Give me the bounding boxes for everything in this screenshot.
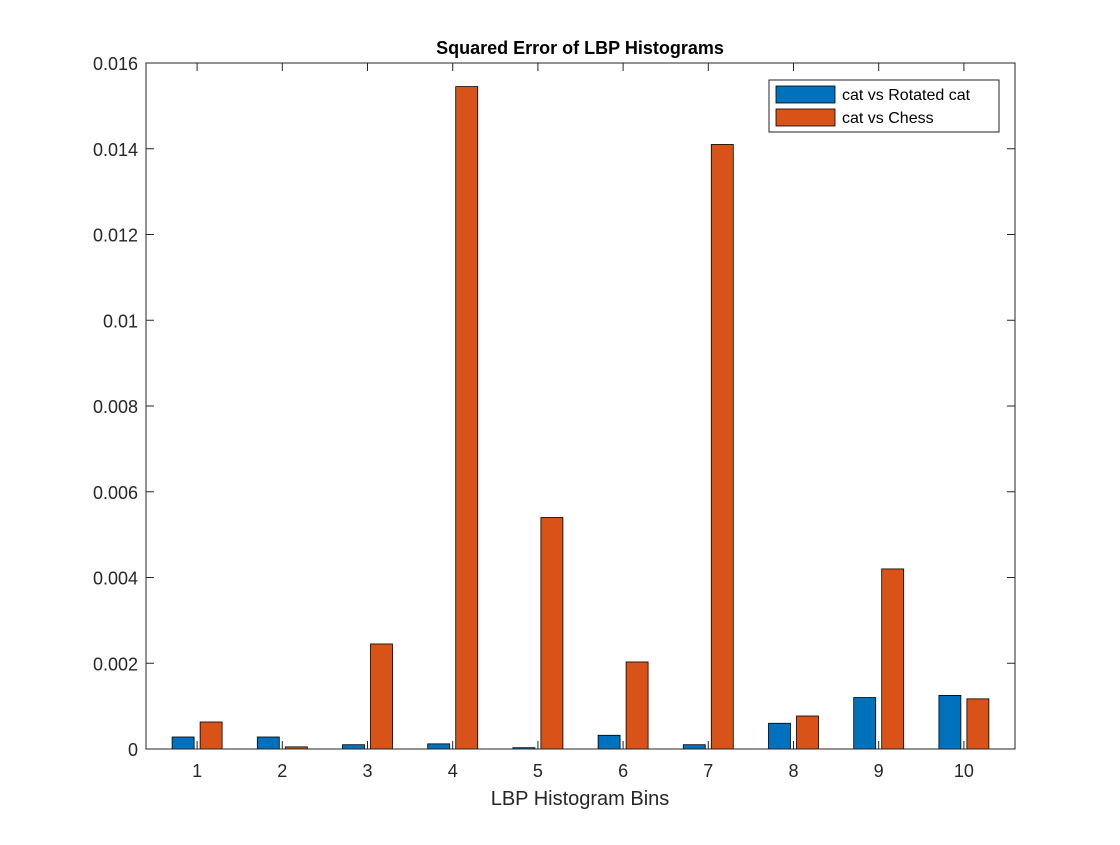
- x-tick-label: 1: [192, 761, 202, 781]
- y-tick-label: 0.016: [93, 54, 138, 74]
- x-axis-label: LBP Histogram Bins: [491, 788, 670, 810]
- chart-title: Squared Error of LBP Histograms: [436, 38, 724, 58]
- y-tick-label: 0.004: [93, 569, 138, 589]
- legend-label-1: cat vs Rotated cat: [842, 87, 971, 104]
- legend: cat vs Rotated cat cat vs Chess: [768, 79, 1000, 133]
- bar-series-2-bin-9: [881, 568, 905, 750]
- x-tick-label: 8: [788, 761, 798, 781]
- bar-series-2-bin-3: [370, 643, 393, 750]
- y-tick-label: 0.008: [93, 397, 138, 417]
- bar-series-2-bin-5: [540, 517, 564, 750]
- bar-series-2-bin-8: [796, 715, 819, 750]
- y-tick-label: 0.014: [93, 140, 138, 160]
- bar-series-1-bin-1: [171, 736, 195, 750]
- bar-series-1-bin-9: [853, 697, 877, 750]
- bar-series-1-bin-3: [342, 744, 365, 750]
- bar-series-2-bin-1: [199, 721, 223, 750]
- x-tick-label: 4: [448, 761, 458, 781]
- y-tick-label: 0.01: [103, 311, 138, 331]
- bar-series-1-bin-4: [427, 743, 451, 750]
- bars-layer: [171, 86, 990, 750]
- bar-series-1-bin-8: [768, 722, 791, 750]
- x-tick-label: 9: [874, 761, 884, 781]
- bar-series-2-bin-7: [710, 144, 734, 750]
- bar-series-1-bin-10: [938, 695, 962, 750]
- y-tick-label: 0.012: [93, 226, 138, 246]
- bar-series-1-bin-6: [597, 734, 621, 750]
- x-tick-label: 10: [954, 761, 974, 781]
- y-tick-label: 0.002: [93, 654, 138, 674]
- y-tick-label: 0: [128, 740, 138, 760]
- legend-swatch-1: [775, 85, 836, 104]
- bar-series-1-bin-7: [682, 744, 706, 750]
- x-axis-ticks: 1 2 3 4 5 6 7 8 9 10: [192, 63, 974, 781]
- y-tick-label: 0.006: [93, 483, 138, 503]
- y-axis-ticks: 0 0.002 0.004 0.006 0.008 0.01 0.012 0.014 0.016: [93, 54, 1015, 760]
- x-tick-label: 2: [277, 761, 287, 781]
- x-tick-label: 5: [533, 761, 543, 781]
- bar-series-1-bin-2: [256, 736, 280, 750]
- x-tick-label: 6: [618, 761, 628, 781]
- legend-label-2: cat vs Chess: [842, 110, 934, 127]
- bar-series-2-bin-10: [966, 698, 990, 750]
- bar-series-2-bin-4: [455, 86, 479, 750]
- bar-series-2-bin-6: [625, 661, 649, 750]
- x-tick-label: 7: [703, 761, 713, 781]
- x-tick-label: 3: [363, 761, 373, 781]
- legend-swatch-2: [775, 108, 836, 127]
